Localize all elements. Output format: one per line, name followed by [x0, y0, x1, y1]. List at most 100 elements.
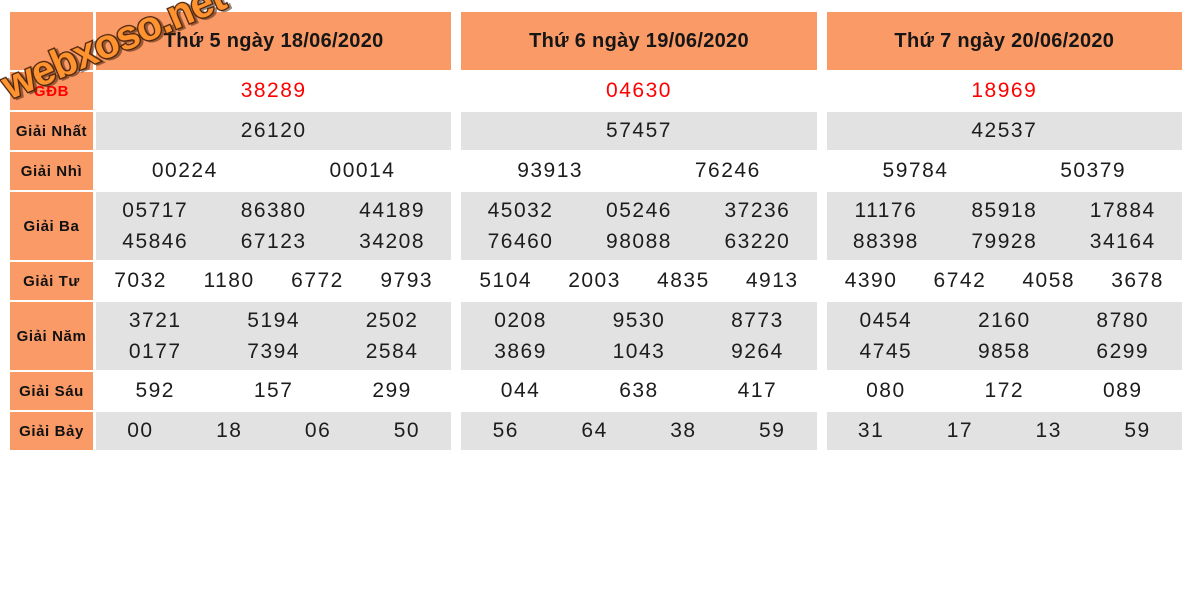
prize-number: 18	[216, 419, 243, 442]
prize-number: 59	[759, 419, 786, 442]
prize-cell-tu: 5104 2003 4835 4913	[461, 262, 817, 300]
prize-cell-gdb: 04630	[461, 72, 817, 110]
prize-number: 172	[984, 379, 1025, 402]
prize-number: 3721	[128, 308, 182, 332]
prize-cell-nhat: 57457	[461, 112, 817, 150]
prize-cell-nhat: 42537	[826, 112, 1182, 150]
prize-cell-nhi: 93913 76246	[461, 152, 817, 190]
prize-cell-tu: 7032 1180 6772 9793	[96, 262, 452, 300]
day-column-2: Thứ 6 ngày 19/06/2020 04630 57457 93913 7624…	[461, 12, 817, 452]
prize-label-nhat: Giải Nhất	[10, 112, 93, 150]
prize-cell-nhi: 00224 00014	[96, 152, 452, 190]
prize-number: 044	[500, 379, 541, 402]
prize-cell-sau: 044 638 417	[461, 372, 817, 410]
prize-label-column: GĐB Giải Nhất Giải Nhì Giải Ba Giải Tư Giải N…	[10, 12, 93, 452]
prize-number: 2502	[365, 308, 419, 332]
prize-number: 3678	[1111, 269, 1164, 292]
prize-label-bay: Giải Bảy	[10, 412, 93, 450]
prize-cell-gdb: 18969	[826, 72, 1182, 110]
prize-number: 18969	[971, 79, 1038, 102]
prize-number: 9793	[380, 269, 434, 292]
prize-number: 3869	[494, 339, 547, 363]
prize-number: 64	[581, 419, 608, 442]
prize-cell-nam: 0454 2160 8780 4745 9858 6299	[826, 302, 1182, 370]
prize-number: 06	[304, 419, 332, 442]
prize-number: 6772	[291, 269, 344, 292]
prize-number: 50	[393, 419, 421, 442]
prize-number: 86380	[240, 198, 307, 222]
day-header: Thứ 5 ngày 18/06/2020	[96, 12, 452, 70]
prize-label-ba: Giải Ba	[10, 192, 93, 260]
prize-number: 9264	[731, 339, 784, 363]
prize-number: 13	[1035, 419, 1062, 442]
prize-number: 63220	[724, 229, 791, 253]
prize-number: 2584	[365, 339, 419, 363]
prize-number: 85918	[971, 198, 1038, 222]
prize-number: 05717	[122, 198, 189, 222]
prize-cell-nam: 0208 9530 8773 3869 1043 9264	[461, 302, 817, 370]
prize-cell-nhat: 26120	[96, 112, 452, 150]
prize-number: 638	[619, 379, 659, 402]
prize-number: 17	[946, 419, 974, 442]
prize-number: 37236	[724, 198, 791, 222]
day-header: Thứ 7 ngày 20/06/2020	[826, 12, 1182, 70]
prize-cell-bay: 00 18 06 50	[96, 412, 452, 450]
prize-number: 0454	[859, 308, 913, 332]
prize-number: 2003	[568, 269, 621, 292]
prize-number: 157	[253, 379, 294, 402]
prize-number: 0177	[128, 339, 182, 363]
prize-label-nhi: Giải Nhì	[10, 152, 93, 190]
prize-number: 26120	[240, 119, 307, 142]
prize-number: 45846	[122, 229, 189, 253]
prize-cell-ba: 05717 86380 44189 45846 67123 34208	[96, 192, 452, 260]
prize-number: 0208	[494, 308, 547, 332]
prize-number: 59784	[882, 159, 949, 182]
prize-number: 1043	[612, 339, 666, 363]
prize-number: 2160	[977, 308, 1031, 332]
prize-number: 4745	[859, 339, 913, 363]
prize-cell-bay: 31 17 13 59	[826, 412, 1182, 450]
prize-number: 59	[1124, 419, 1151, 442]
prize-number: 56	[492, 419, 519, 442]
prize-number: 7394	[247, 339, 301, 363]
prize-number: 11176	[854, 198, 918, 222]
prize-cell-sau: 080 172 089	[826, 372, 1182, 410]
prize-number: 79928	[971, 229, 1038, 253]
prize-number: 38	[670, 419, 697, 442]
prize-number: 299	[372, 379, 412, 402]
prize-number: 089	[1102, 379, 1143, 402]
prize-cell-nam: 3721 5194 2502 0177 7394 2584	[96, 302, 452, 370]
prize-number: 4835	[657, 269, 710, 292]
lottery-results-table: GĐB Giải Nhất Giải Nhì Giải Ba Giải Tư Giải N…	[10, 12, 1182, 452]
day-column-1: Thứ 5 ngày 18/06/2020 38289 26120 00224 0001…	[96, 12, 452, 452]
prize-number: 417	[737, 379, 778, 402]
prize-number: 080	[866, 379, 906, 402]
prize-number: 76460	[487, 229, 554, 253]
prize-cell-ba: 11176 85918 17884 88398 79928 34164	[826, 192, 1182, 260]
prize-number: 4390	[844, 269, 898, 292]
day-header: Thứ 6 ngày 19/06/2020	[461, 12, 817, 70]
prize-cell-gdb: 38289	[96, 72, 452, 110]
prize-number: 50379	[1060, 159, 1127, 182]
prize-label-sau: Giải Sáu	[10, 372, 93, 410]
prize-cell-bay: 56 64 38 59	[461, 412, 817, 450]
prize-number: 00224	[151, 159, 218, 182]
prize-number: 98088	[606, 229, 672, 253]
prize-number: 76246	[694, 159, 761, 182]
prize-number: 00014	[329, 159, 396, 182]
prize-number: 05246	[606, 198, 672, 222]
prize-number: 44189	[359, 198, 426, 222]
prize-cell-nhi: 59784 50379	[826, 152, 1182, 190]
prize-number: 31	[857, 419, 885, 442]
prize-number: 88398	[852, 229, 919, 253]
prize-number: 7032	[114, 269, 167, 292]
prize-number: 4058	[1022, 269, 1076, 292]
label-column-header	[10, 12, 93, 70]
prize-number: 6299	[1096, 339, 1150, 363]
prize-number: 5194	[247, 308, 301, 332]
prize-number: 592	[135, 379, 175, 402]
prize-cell-tu: 4390 6742 4058 3678	[826, 262, 1182, 300]
prize-number: 5104	[479, 269, 533, 292]
prize-label-tu: Giải Tư	[10, 262, 93, 300]
prize-number: 00	[127, 419, 154, 442]
